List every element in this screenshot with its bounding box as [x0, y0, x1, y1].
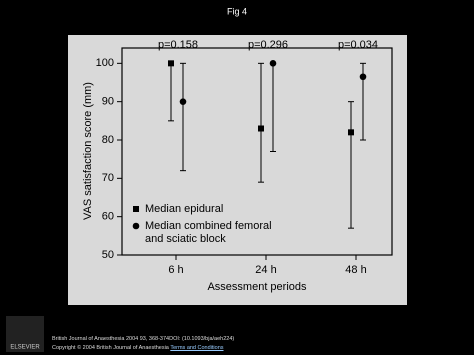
- annotation: p=0.296: [248, 39, 288, 51]
- publisher-logo: ELSEVIER: [10, 345, 40, 351]
- y-axis-label: VAS satisfaction score (mm): [82, 82, 94, 220]
- x-tick-label: 24 h: [255, 264, 276, 276]
- y-tick-label: 60: [102, 211, 114, 223]
- y-tick-label: 80: [102, 134, 114, 146]
- annotation: p=0.158: [158, 39, 198, 51]
- marker-square: [348, 129, 354, 136]
- legend-label: Median epidural: [145, 203, 223, 215]
- legend-label: Median combined femoral and sciatic block: [145, 220, 272, 245]
- marker-square: [168, 60, 174, 67]
- legend-swatch: [133, 206, 139, 212]
- figure-title: Fig 4: [227, 6, 247, 16]
- y-tick-label: 100: [96, 57, 114, 69]
- marker-square: [258, 125, 264, 132]
- marker-circle: [269, 60, 277, 67]
- terms-link[interactable]: Terms and Conditions: [170, 345, 224, 351]
- legend-line: and sciatic block: [145, 233, 226, 245]
- y-tick-label: 70: [102, 172, 114, 184]
- plot-frame: [121, 47, 393, 256]
- y-tick-label: 50: [102, 249, 114, 261]
- x-tick-label: 48 h: [345, 264, 366, 276]
- x-axis-label: Assessment periods: [207, 281, 307, 293]
- citation: British Journal of Anaesthesia 2004 93, …: [52, 336, 235, 342]
- marker-circle: [359, 73, 367, 81]
- copyright: Copyright © 2004 British Journal of Anae…: [52, 345, 169, 351]
- copyright-line: Copyright © 2004 British Journal of Anae…: [52, 345, 224, 351]
- y-tick-label: 90: [102, 96, 114, 108]
- marker-circle: [179, 98, 187, 105]
- x-tick-label: 6 h: [168, 264, 183, 276]
- publisher-logo-bg: [6, 316, 44, 352]
- legend-line: Median combined femoral: [145, 220, 272, 232]
- annotation: p=0.034: [338, 39, 378, 51]
- legend-swatch: [132, 222, 140, 230]
